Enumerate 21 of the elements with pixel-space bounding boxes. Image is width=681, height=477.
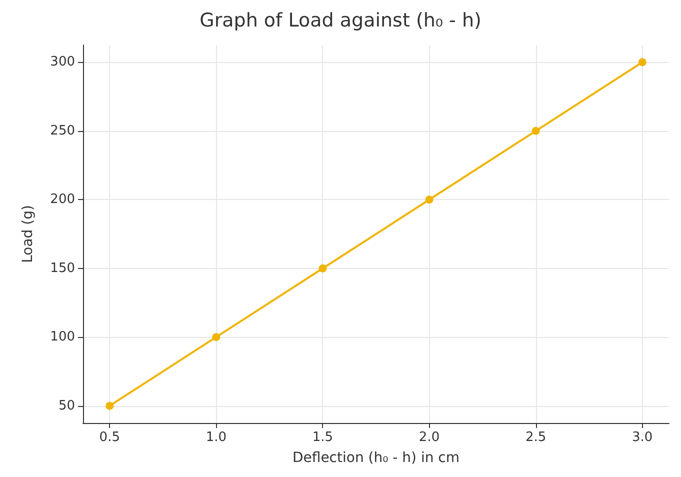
x-tick-label: 3.0	[632, 430, 653, 445]
point	[638, 58, 646, 66]
x-tick-label: 0.5	[99, 430, 120, 445]
point	[425, 196, 434, 204]
x-tick-label: 2.0	[418, 430, 440, 445]
y-tick-label: 50	[58, 398, 75, 414]
y-tick-label: 150	[50, 260, 75, 276]
x-tick-label: 1.5	[312, 430, 334, 445]
point	[532, 126, 540, 135]
y-tick-label: 300	[50, 54, 75, 70]
y-axis-title: Load (g)	[20, 205, 36, 263]
y-tick-label: 100	[50, 330, 75, 345]
point	[212, 333, 220, 342]
chart-title: Graph of Load against (h₀ - h)	[200, 10, 482, 32]
x-tick-label: 2.5	[525, 430, 546, 445]
y-tick-label: 200	[50, 192, 75, 208]
y-tick-label: 250	[50, 123, 75, 138]
x-axis-title: Deflection (h₀ - h) in cm	[292, 450, 460, 466]
point	[318, 264, 327, 272]
x-tick-label: 1.0	[206, 430, 227, 445]
point	[106, 402, 114, 410]
